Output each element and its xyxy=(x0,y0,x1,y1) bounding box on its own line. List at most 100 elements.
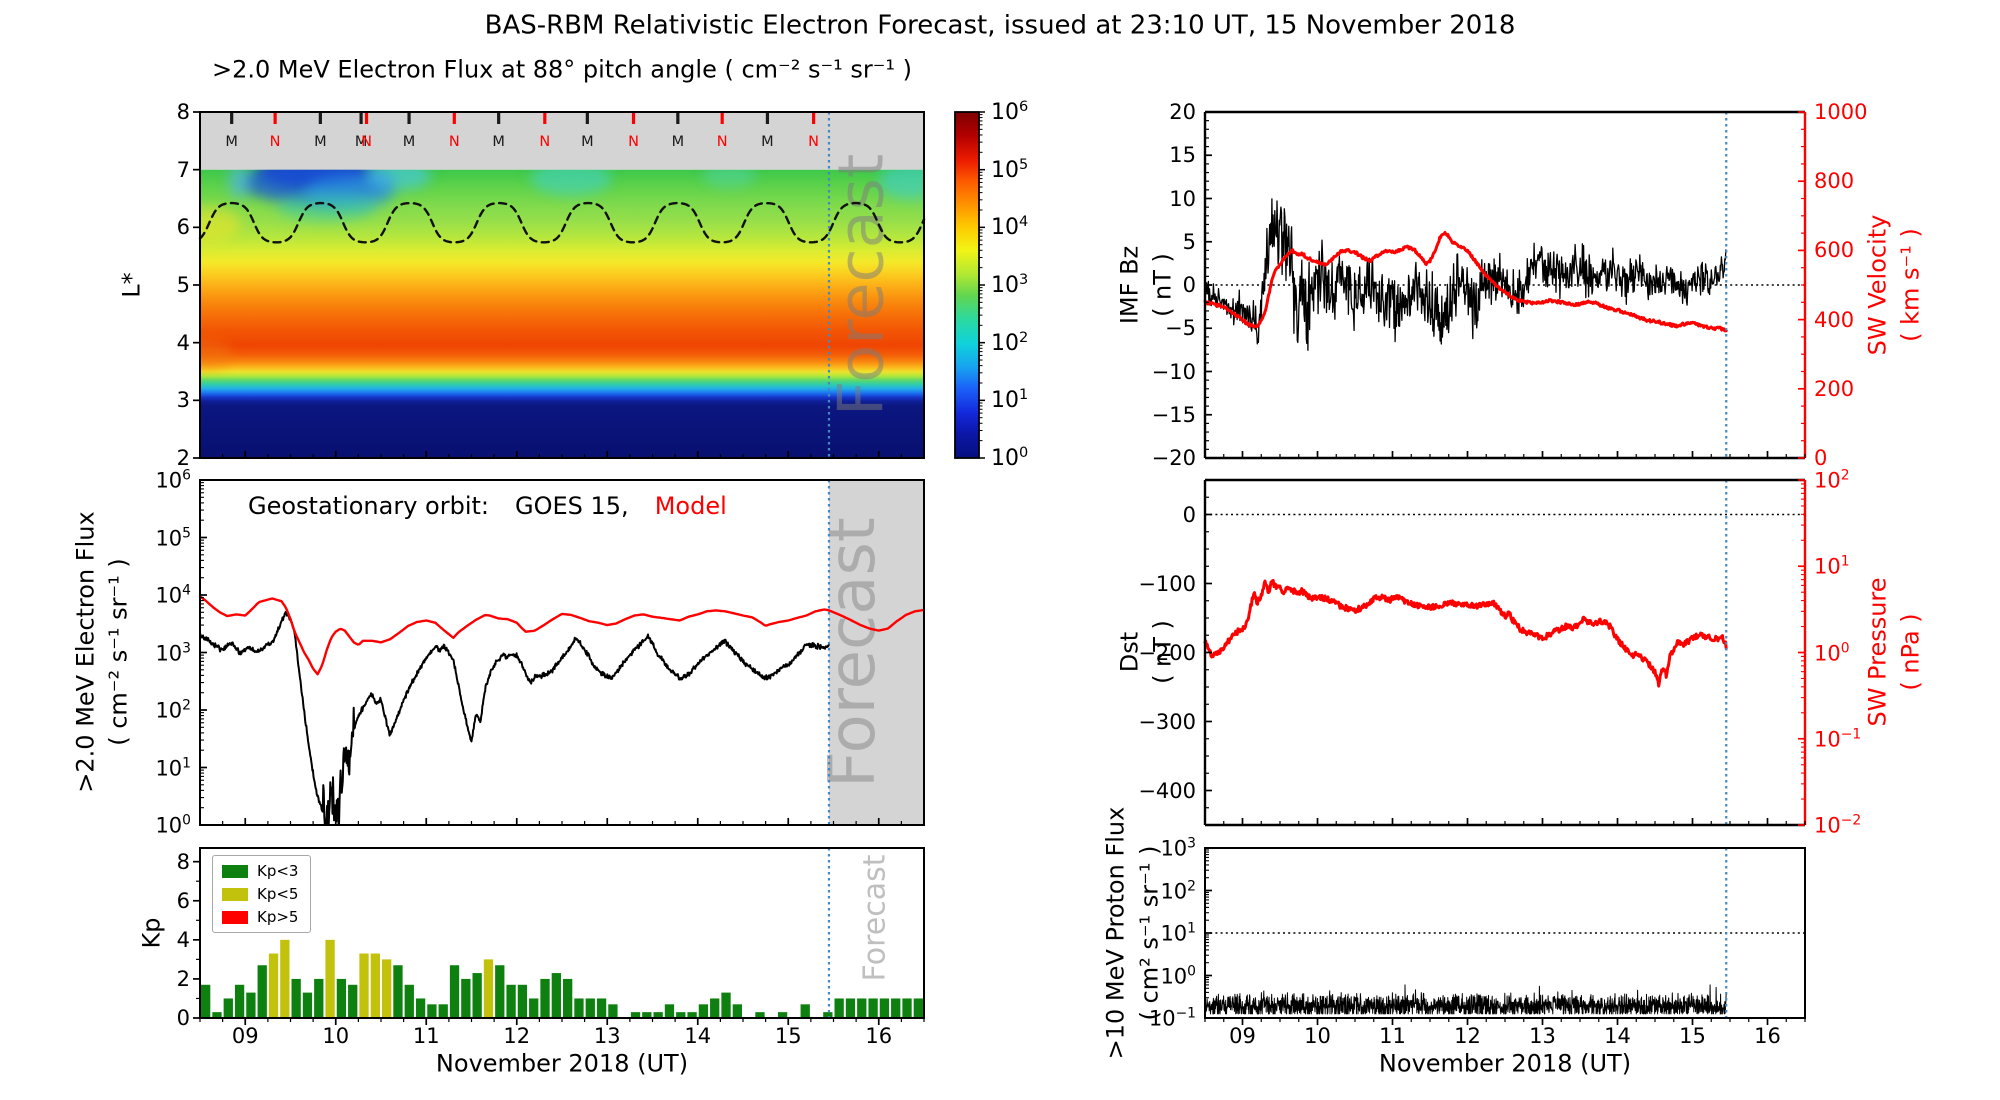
dst-tick-label: −400 xyxy=(1138,778,1196,803)
satellite-midnight-mark: M xyxy=(672,134,685,150)
flux-tick-label: 103 xyxy=(155,639,191,665)
satellite-noon-mark: N xyxy=(628,134,639,150)
annotation-model: Model xyxy=(654,492,727,520)
flux-tick-label: 104 xyxy=(155,582,191,608)
day-tick-label: 14 xyxy=(684,1023,712,1048)
day-tick-label: 13 xyxy=(1529,1023,1556,1048)
day-tick-label: 15 xyxy=(1679,1023,1706,1048)
electron-flux-axis-label-line2: ( cm⁻² s⁻¹ sr⁻¹ ) xyxy=(104,558,133,746)
day-tick-label: 14 xyxy=(1604,1023,1631,1048)
kp-tick-label: 0 xyxy=(176,1005,190,1030)
sw-velocity-tick-label: 400 xyxy=(1814,307,1855,332)
day-tick-label: 15 xyxy=(774,1023,802,1048)
flux-tick-label: 106 xyxy=(155,467,191,493)
bz-tick-label: −10 xyxy=(1151,359,1196,384)
annotation-prefix: Geostationary orbit: xyxy=(248,492,489,520)
satellite-midnight-mark: M xyxy=(403,134,416,150)
day-tick-label: 10 xyxy=(1304,1023,1331,1048)
day-tick-label: 16 xyxy=(1754,1023,1781,1048)
kp-tick-label: 4 xyxy=(176,927,190,952)
colorbar-tick-label: 101 xyxy=(991,387,1029,414)
satellite-midnight-mark: M xyxy=(314,134,327,150)
day-tick-label: 12 xyxy=(1454,1023,1481,1048)
goes-electron-flux-panel: Forecast xyxy=(198,479,926,826)
imf-bz-sw-velocity-panel xyxy=(1203,110,1807,460)
sw-velocity-tick-label: 200 xyxy=(1814,376,1855,401)
day-tick-label: 12 xyxy=(503,1023,531,1048)
bz-tick-label: −15 xyxy=(1151,402,1196,427)
colorbar-tick-label: 105 xyxy=(991,156,1029,183)
colorbar xyxy=(954,111,985,459)
flux-tick-label: 105 xyxy=(155,524,191,550)
proton-tick-label: 10−1 xyxy=(1148,1005,1196,1031)
colorbar-tick-label: 103 xyxy=(991,271,1029,299)
kp-legend-label-red: Kp>5 xyxy=(257,908,299,926)
satellite-midnight-mark: M xyxy=(355,134,368,150)
heatmap-title: >2.0 MeV Electron Flux at 88° pitch angl… xyxy=(211,55,913,84)
lstar-tick-label: 6 xyxy=(176,215,190,240)
colorbar-tick-label: 100 xyxy=(991,444,1029,472)
proton-tick-label: 102 xyxy=(1160,877,1196,903)
satellite-noon-mark: N xyxy=(270,134,281,150)
imf-bz-axis-label-line2: ( nT ) xyxy=(1148,253,1177,317)
kp-legend-label-green: Kp<3 xyxy=(257,862,299,880)
kp-tick-label: 6 xyxy=(176,888,190,913)
sw-velocity-axis-label-line1: SW Velocity xyxy=(1863,214,1892,356)
lstar-axis-label: L* xyxy=(117,272,146,298)
kp-legend-swatch-green xyxy=(222,864,248,878)
xaxis-label-right: November 2018 (UT) xyxy=(1378,1049,1632,1078)
electron-flux-axis-label-line1: >2.0 MeV Electron Flux xyxy=(71,511,100,793)
flux-tick-label: 102 xyxy=(155,697,191,723)
day-tick-label: 10 xyxy=(322,1023,350,1048)
sw-pressure-axis-label-line2: ( nPa ) xyxy=(1896,613,1925,691)
kp-legend-row-yellow: Kp<5 xyxy=(222,885,298,903)
goes-annotation: Geostationary orbit: GOES 15, Model xyxy=(248,492,727,520)
kp-tick-label: 8 xyxy=(176,849,190,874)
lstar-tick-label: 2 xyxy=(176,445,190,470)
imf-bz-axis-label-line1: IMF Bz xyxy=(1115,245,1144,325)
lstar-tick-label: 7 xyxy=(176,157,190,182)
kp-legend-row-green: Kp<3 xyxy=(222,862,298,880)
sw-pressure-axis-label-line1: SW Pressure xyxy=(1863,577,1892,727)
annotation-goes15: GOES 15, xyxy=(515,492,629,520)
day-tick-label: 09 xyxy=(1229,1023,1256,1048)
kp-axis-label: Kp xyxy=(137,917,166,949)
kp-legend-label-yellow: Kp<5 xyxy=(257,885,299,903)
kp-legend: Kp<3 Kp<5 Kp>5 xyxy=(212,855,312,933)
forecast-watermark: Forecast xyxy=(858,854,893,981)
kp-legend-swatch-red xyxy=(222,910,248,924)
sw-velocity-tick-label: 600 xyxy=(1814,238,1855,263)
main-title: BAS-RBM Relativistic Electron Forecast, … xyxy=(484,10,1516,41)
bz-tick-label: 15 xyxy=(1169,143,1196,168)
lstar-tick-label: 4 xyxy=(176,330,190,355)
proton-tick-label: 100 xyxy=(1160,962,1196,988)
bz-tick-label: 0 xyxy=(1182,272,1196,297)
sw-velocity-tick-label: 800 xyxy=(1814,169,1855,194)
proton-tick-label: 101 xyxy=(1160,920,1196,946)
forecast-watermark: Forecast xyxy=(816,517,890,788)
dst-tick-label: 0 xyxy=(1182,502,1196,527)
bz-tick-label: 10 xyxy=(1169,186,1196,211)
kp-legend-swatch-yellow xyxy=(222,887,248,901)
dst-sw-pressure-panel xyxy=(1203,478,1807,827)
flux-tick-label: 100 xyxy=(155,812,191,838)
day-tick-label: 11 xyxy=(1379,1023,1406,1048)
xaxis-label-left: November 2018 (UT) xyxy=(435,1049,689,1078)
satellite-midnight-mark: M xyxy=(761,134,774,150)
satellite-noon-mark: N xyxy=(361,134,372,150)
kp-legend-row-red: Kp>5 xyxy=(222,908,298,926)
sw-velocity-tick-label: 1000 xyxy=(1814,99,1868,124)
proton-flux-axis-label-line2: ( cm² s⁻¹ sr⁻¹ ) xyxy=(1135,845,1164,1021)
day-tick-label: 13 xyxy=(593,1023,621,1048)
dst-tick-label: −100 xyxy=(1138,571,1196,596)
satellite-midnight-mark: M xyxy=(225,134,238,150)
satellite-noon-mark: N xyxy=(808,134,819,150)
colorbar-tick-label: 102 xyxy=(991,329,1029,356)
day-tick-label: 16 xyxy=(865,1023,893,1048)
satellite-midnight-mark: M xyxy=(492,134,505,150)
kp-tick-label: 2 xyxy=(176,966,190,991)
lstar-tick-label: 3 xyxy=(176,388,190,413)
satellite-noon-mark: N xyxy=(717,134,728,150)
